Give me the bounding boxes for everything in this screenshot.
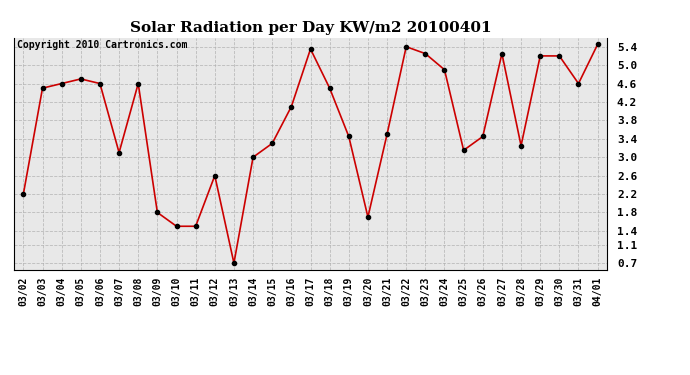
Title: Solar Radiation per Day KW/m2 20100401: Solar Radiation per Day KW/m2 20100401 (130, 21, 491, 35)
Text: Copyright 2010 Cartronics.com: Copyright 2010 Cartronics.com (17, 40, 187, 50)
